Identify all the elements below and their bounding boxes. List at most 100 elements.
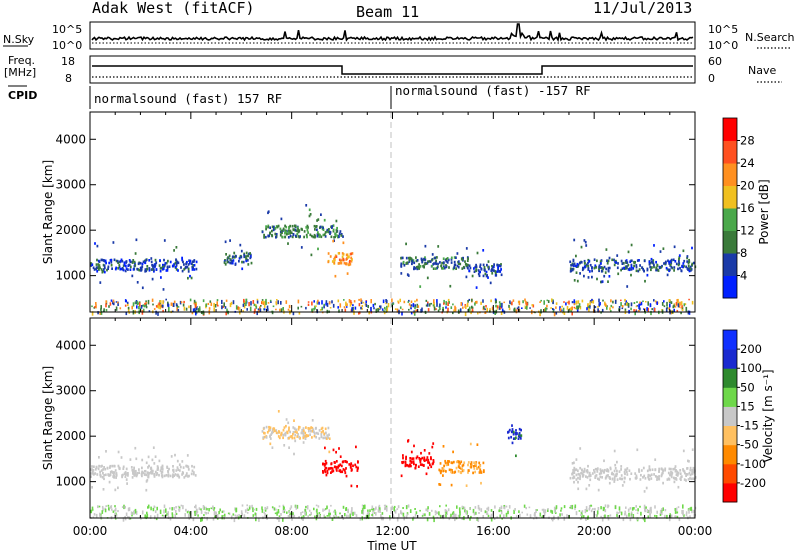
echo-mark	[646, 469, 649, 473]
echo-mark	[276, 225, 279, 229]
ground-scatter-mark	[227, 310, 229, 315]
ground-scatter-mark	[148, 310, 151, 313]
velocity-ylabel: Slant Range [km]	[41, 366, 55, 470]
ground-scatter-mark	[324, 508, 327, 510]
echo-mark	[571, 462, 574, 465]
ground-scatter-mark	[624, 303, 626, 306]
ground-scatter-mark	[260, 305, 262, 307]
echo-mark	[607, 259, 610, 263]
echo-mark	[593, 266, 596, 270]
echo-mark	[405, 242, 407, 246]
echo-mark	[598, 269, 600, 273]
ground-scatter-mark	[206, 508, 208, 511]
ground-scatter-mark	[171, 310, 174, 313]
echo-mark	[583, 239, 586, 242]
echo-mark	[225, 253, 227, 256]
echo-mark	[271, 225, 274, 229]
echo-mark	[625, 470, 628, 474]
echo-mark	[159, 259, 161, 262]
ground-scatter-mark	[461, 505, 464, 508]
echo-mark	[577, 480, 579, 484]
ground-scatter-mark	[289, 514, 291, 518]
echo-mark	[235, 255, 237, 258]
ground-scatter-mark	[414, 513, 417, 517]
echo-mark	[278, 430, 280, 433]
ground-scatter-mark	[286, 511, 288, 514]
echo-mark	[421, 260, 424, 264]
echo-mark	[98, 456, 100, 459]
ground-scatter-mark	[664, 509, 667, 512]
ground-scatter-mark	[375, 308, 378, 313]
echo-mark	[470, 465, 473, 469]
echo-mark	[298, 426, 301, 429]
ground-scatter-mark	[547, 300, 550, 303]
echo-mark	[423, 456, 426, 460]
ground-scatter-mark	[210, 302, 213, 306]
ground-scatter-mark	[246, 507, 249, 512]
ground-scatter-mark	[305, 306, 307, 310]
echo-mark	[119, 267, 122, 271]
ground-scatter-mark	[392, 513, 394, 517]
ground-scatter-mark	[97, 311, 99, 315]
ground-scatter-mark	[550, 307, 552, 309]
ground-scatter-mark	[500, 505, 503, 510]
echo-mark	[606, 259, 608, 262]
echo-mark	[433, 262, 435, 265]
echo-mark	[479, 464, 481, 468]
echo-mark	[140, 473, 143, 476]
ground-scatter-mark	[681, 305, 683, 308]
ground-scatter-mark	[105, 303, 107, 308]
ground-scatter-mark	[445, 504, 447, 507]
echo-mark	[332, 448, 335, 452]
ground-scatter-mark	[498, 307, 501, 310]
echo-mark	[674, 465, 677, 468]
echo-mark	[680, 478, 682, 481]
echo-mark	[151, 263, 153, 267]
ground-scatter-mark	[183, 300, 185, 304]
echo-mark	[325, 431, 327, 435]
echo-mark	[410, 450, 413, 454]
echo-mark	[450, 261, 453, 264]
ground-scatter-mark	[639, 307, 641, 311]
echo-mark	[145, 480, 148, 483]
ground-scatter-mark	[421, 307, 423, 312]
ground-scatter-mark	[612, 300, 614, 304]
echo-mark	[572, 471, 574, 475]
echo-mark	[348, 255, 350, 259]
echo-mark	[479, 470, 482, 474]
echo-mark	[138, 468, 140, 471]
ground-scatter-mark	[334, 509, 336, 512]
echo-mark	[185, 265, 188, 269]
ground-scatter-mark	[420, 308, 422, 313]
ground-scatter-mark	[407, 301, 410, 303]
ground-scatter-mark	[489, 308, 491, 312]
echo-mark	[335, 469, 338, 472]
echo-mark	[325, 462, 328, 465]
echo-mark	[100, 469, 103, 472]
colorbar-tick-label: 50	[740, 380, 755, 394]
echo-mark	[350, 256, 353, 260]
ground-scatter-mark	[452, 515, 454, 519]
ground-scatter-mark	[663, 300, 665, 303]
ground-scatter-mark	[490, 509, 493, 512]
echo-mark	[445, 260, 448, 263]
ground-scatter-mark	[598, 303, 600, 307]
echo-mark	[623, 471, 626, 474]
echo-mark	[620, 268, 622, 272]
ground-scatter-mark	[282, 510, 285, 513]
echo-mark	[606, 469, 608, 473]
echo-mark	[424, 244, 427, 248]
echo-mark	[191, 464, 193, 468]
echo-mark	[90, 472, 93, 475]
echo-mark	[287, 421, 290, 425]
colorbar-swatch	[723, 253, 737, 276]
echo-mark	[102, 263, 105, 267]
echo-mark	[591, 275, 593, 279]
echo-mark	[413, 267, 415, 271]
echo-mark	[691, 448, 694, 451]
ground-scatter-mark	[531, 304, 534, 307]
echo-mark	[306, 224, 309, 228]
echo-mark	[487, 265, 490, 269]
echo-mark	[404, 460, 407, 464]
ground-scatter-mark	[515, 309, 518, 314]
